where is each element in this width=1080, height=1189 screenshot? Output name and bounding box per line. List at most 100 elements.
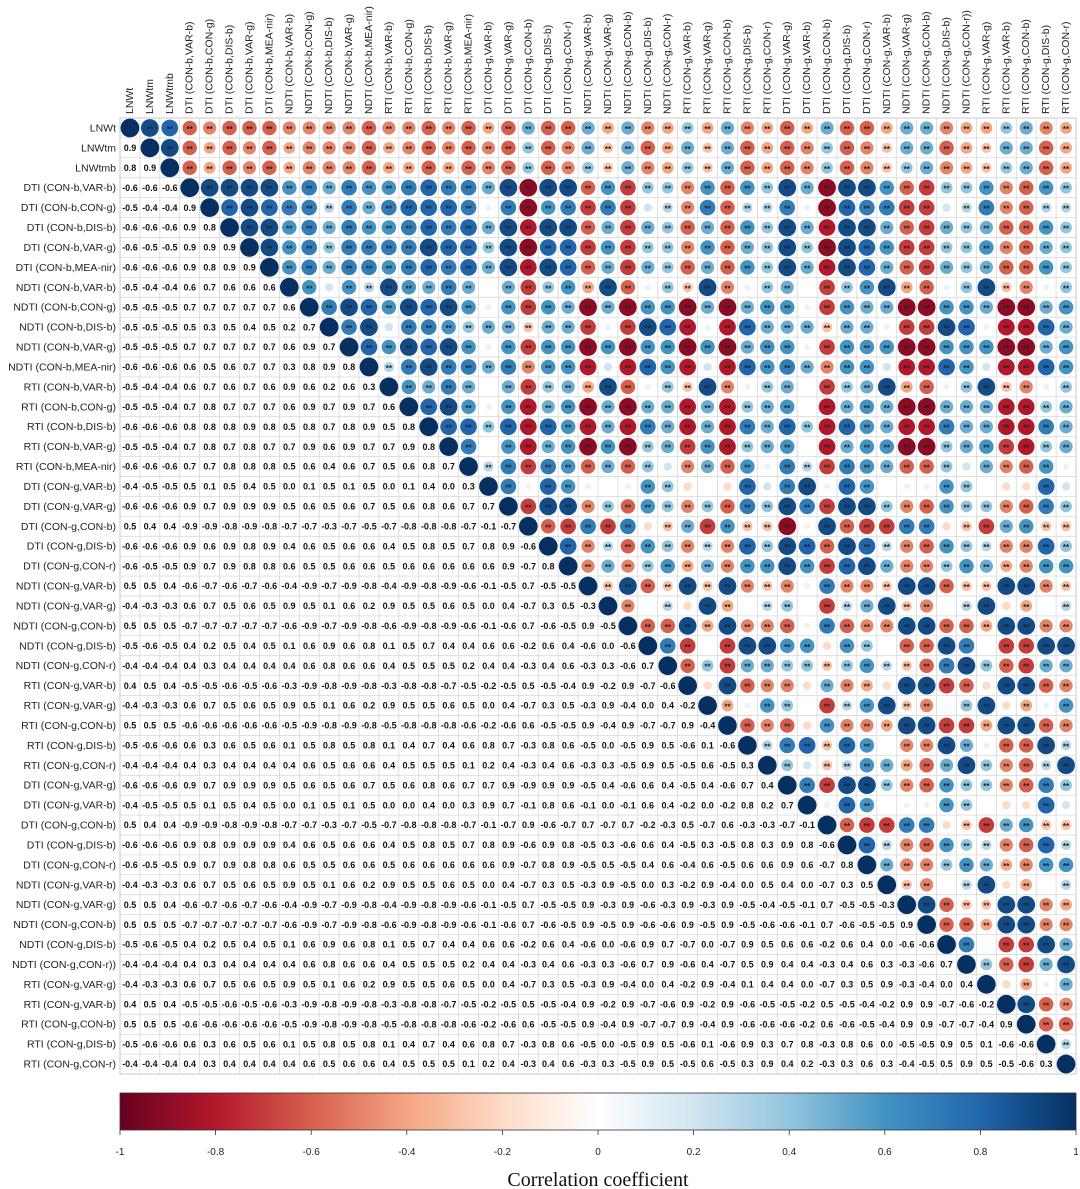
correlation-circle: [818, 198, 836, 217]
correlation-circle: [400, 219, 417, 236]
significance-marker: **: [943, 344, 950, 353]
significance-marker: **: [685, 284, 692, 293]
significance-marker: **: [386, 165, 393, 174]
significance-marker: **: [605, 225, 612, 234]
correlation-circle: [681, 201, 695, 215]
correlation-circle: [641, 260, 655, 274]
significance-marker: **: [1063, 244, 1070, 253]
significance-marker: **: [784, 264, 791, 273]
correlation-circle: [600, 339, 616, 355]
significance-marker: **: [1063, 225, 1070, 234]
correlation-circle: [422, 280, 436, 294]
correlation-circle: [203, 121, 217, 135]
correlation-circle: [898, 199, 915, 216]
significance-marker: **: [943, 145, 950, 154]
correlation-circle: [539, 239, 557, 256]
correlation-circle: [979, 339, 994, 355]
left-label: NDTI (CON-g,VAR-g): [16, 600, 116, 612]
correlation-circle: [979, 220, 993, 235]
correlation-circle: [282, 260, 297, 275]
correlation-circle: [880, 122, 893, 134]
significance-marker: **: [545, 304, 552, 313]
significance-marker: **: [943, 244, 950, 253]
significance-marker: **: [386, 344, 393, 353]
correlation-circle: [618, 298, 637, 317]
significance-marker: **: [724, 344, 731, 353]
left-label: DTI (CON-b,DIS-b): [27, 222, 116, 234]
correlation-circle: [361, 140, 377, 156]
significance-marker: **: [804, 264, 811, 273]
correlation-circle: [222, 120, 237, 136]
correlation-circle: [421, 140, 436, 156]
significance-marker: **: [1003, 264, 1010, 273]
significance-marker: **: [824, 344, 831, 353]
significance-marker: **: [406, 264, 413, 273]
significance-marker: **: [824, 324, 831, 333]
correlation-circle: [742, 202, 753, 213]
significance-marker: **: [864, 125, 871, 134]
correlation-circle: [641, 121, 655, 135]
correlation-circle: [859, 339, 875, 355]
correlation-circle: [381, 239, 397, 256]
significance-marker: **: [824, 304, 831, 313]
correlation-circle: [481, 181, 496, 195]
top-label: DTI (CON-g,DIS-b): [542, 25, 554, 114]
significance-marker: **: [207, 165, 214, 174]
significance-marker: **: [485, 225, 492, 234]
top-label: NDTI (CON-g,CON-r): [662, 14, 674, 114]
significance-marker: **: [784, 344, 791, 353]
significance-marker: **: [605, 205, 612, 214]
correlation-circle: [580, 239, 596, 256]
significance-marker: **: [943, 304, 950, 313]
significance-marker: **: [844, 205, 851, 214]
correlation-circle: [442, 121, 456, 135]
correlation-circle: [580, 220, 596, 235]
correlation-circle: [1001, 282, 1012, 293]
correlation-circle: [481, 320, 496, 334]
significance-marker: **: [485, 125, 492, 134]
significance-marker: **: [386, 185, 393, 194]
significance-marker: **: [346, 304, 353, 313]
significance-marker: **: [1063, 145, 1070, 154]
correlation-circle: [740, 160, 755, 176]
significance-marker: **: [844, 304, 851, 313]
significance-marker: **: [366, 244, 373, 253]
correlation-circle: [461, 280, 476, 294]
correlation-circle: [561, 320, 575, 334]
correlation-circle: [499, 178, 518, 197]
top-label: NDTI (CON-g,DIS-b): [642, 17, 654, 114]
correlation-circle: [800, 141, 814, 155]
significance-marker: **: [326, 264, 333, 273]
significance-marker: **: [1003, 185, 1010, 194]
correlation-circle: [261, 199, 278, 216]
significance-marker: **: [884, 344, 891, 353]
significance-marker: **: [346, 145, 353, 154]
correlation-circle: [681, 161, 694, 174]
significance-marker: **: [983, 244, 990, 253]
correlation-circle: [804, 204, 811, 211]
significance-marker: **: [226, 185, 233, 194]
correlation-circle: [681, 141, 695, 155]
correlation-circle: [859, 120, 875, 136]
significance-marker: **: [505, 125, 512, 134]
correlation-circle: [439, 338, 458, 356]
significance-marker: **: [764, 284, 771, 293]
significance-marker: **: [366, 284, 373, 293]
significance-marker: **: [226, 125, 233, 134]
correlation-circle: [221, 199, 238, 216]
correlation-circle: [920, 141, 934, 155]
significance-marker: **: [505, 344, 512, 353]
top-label: RTI (CON-b,CON-g): [403, 19, 415, 114]
significance-marker: **: [366, 324, 373, 333]
significance-marker: **: [505, 205, 512, 214]
significance-marker: **: [704, 264, 711, 273]
correlation-circle: [581, 121, 595, 135]
significance-marker: **: [704, 185, 711, 194]
significance-marker: **: [864, 284, 871, 293]
correlation-circle: [324, 283, 334, 292]
left-label: DTI (CON-g,CON-b): [21, 521, 116, 533]
significance-marker: **: [904, 304, 911, 313]
significance-marker: **: [326, 205, 333, 214]
correlation-circle: [720, 141, 735, 155]
left-label: RTI (CON-g,VAR-g): [24, 700, 116, 712]
